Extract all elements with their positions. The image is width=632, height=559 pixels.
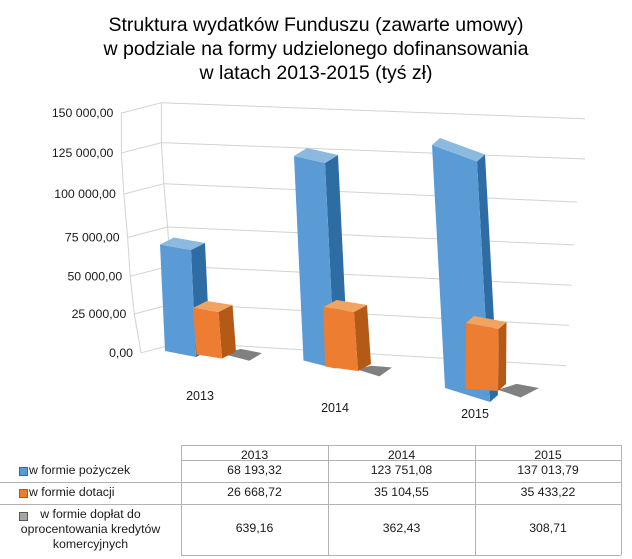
svg-text:25 000,00: 25 000,00 — [72, 307, 127, 321]
svg-text:150 000,00: 150 000,00 — [52, 106, 114, 120]
svg-text:100 000,00: 100 000,00 — [54, 187, 116, 201]
svg-text:2015: 2015 — [461, 407, 489, 420]
svg-text:50 000,00: 50 000,00 — [67, 269, 122, 283]
svg-text:75 000,00: 75 000,00 — [65, 230, 120, 244]
svg-text:0,00: 0,00 — [109, 346, 133, 360]
svg-text:125 000,00: 125 000,00 — [52, 146, 114, 160]
svg-text:2013: 2013 — [186, 389, 214, 403]
svg-text:2014: 2014 — [321, 401, 349, 415]
